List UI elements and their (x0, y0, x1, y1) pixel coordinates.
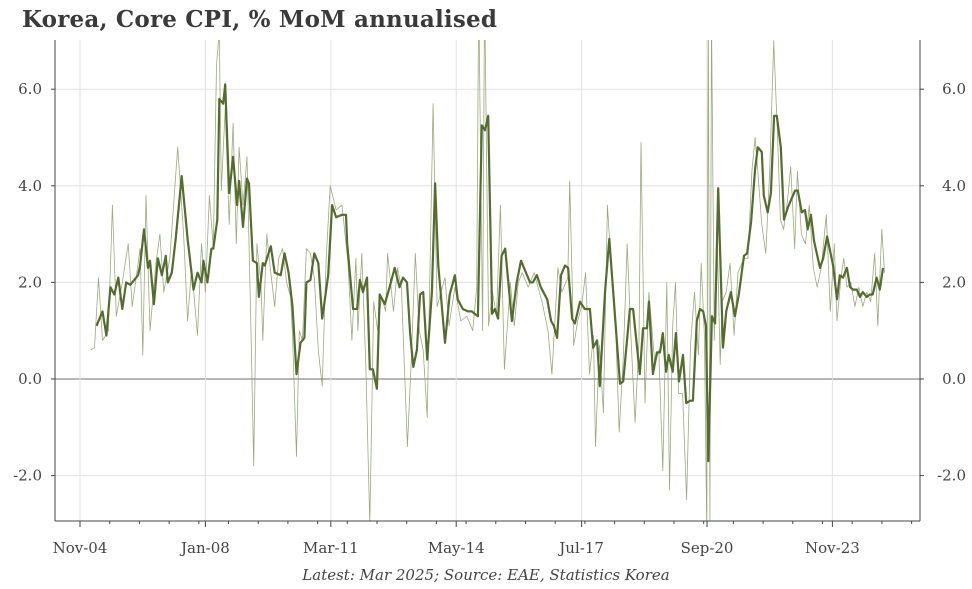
x-tick-label: Sep-20 (681, 539, 734, 557)
x-tick-label: Nov-04 (53, 539, 108, 557)
y-tick-label-right: 4.0 (942, 177, 966, 195)
series-line-smoothed (95, 83, 885, 463)
series-lines (90, 40, 885, 521)
x-tick-label: Nov-23 (805, 539, 860, 557)
x-tick-label: May-14 (428, 539, 485, 557)
gridlines (55, 40, 920, 521)
y-tick-label-right: 6.0 (942, 80, 966, 98)
y-tick-label-right: 0.0 (942, 370, 966, 388)
axes: -2.0 -2.0 0.0 0.0 2.0 2.0 4.0 4.0 6.0 6.0 Nov-04 Ja… (13, 40, 966, 557)
y-tick-label-right: -2.0 (937, 467, 966, 485)
y-tick-label-left: 0.0 (18, 370, 42, 388)
x-tick-label: Mar-11 (303, 539, 359, 557)
y-tick-label-left: 2.0 (18, 273, 42, 291)
x-tick-label: Jul-17 (557, 539, 604, 557)
chart-title: Korea, Core CPI, % MoM annualised (22, 6, 498, 33)
y-tick-label-right: 2.0 (942, 273, 966, 291)
x-tick-label: Jan-08 (179, 539, 230, 557)
y-tick-label-left: 6.0 (18, 80, 42, 98)
y-tick-label-left: 4.0 (18, 177, 42, 195)
y-tick-label-left: -2.0 (13, 467, 42, 485)
chart-footnote: Latest: Mar 2025; Source: EAE, Statistic… (302, 566, 670, 584)
